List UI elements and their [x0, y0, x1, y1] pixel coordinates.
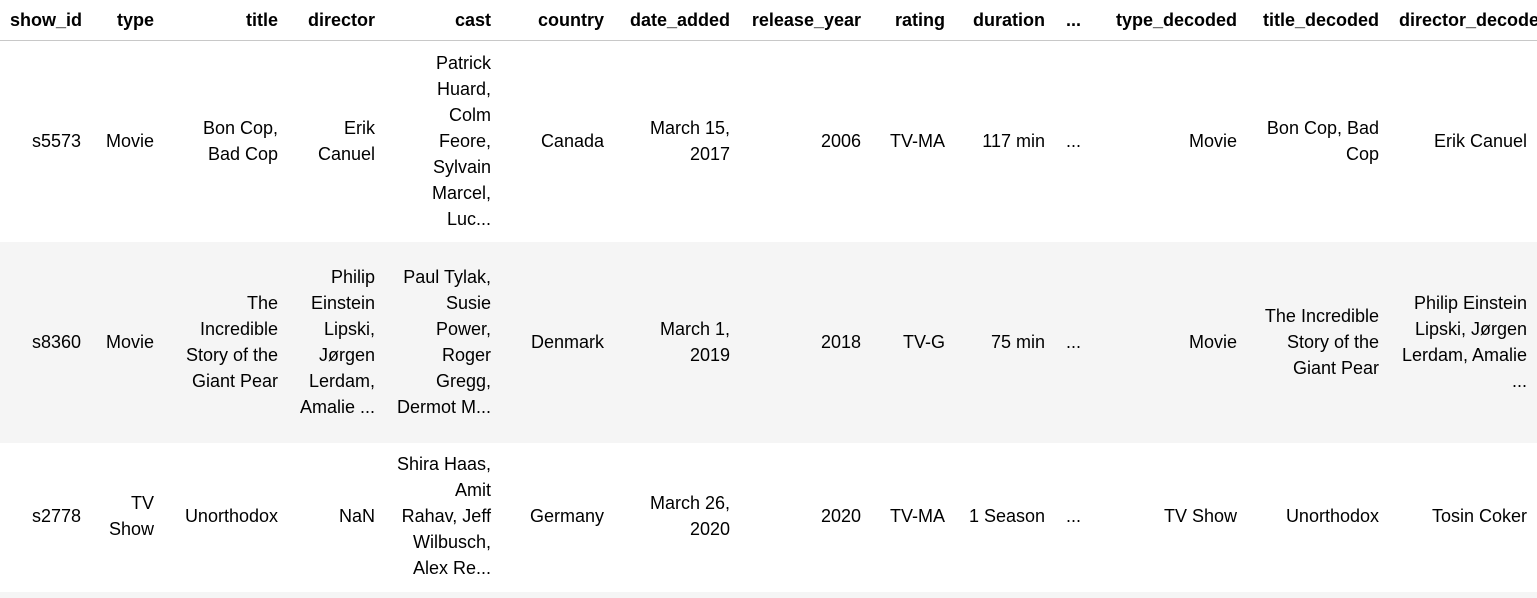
- cell-director: Philip Einstein Lipski, Jørgen Lerdam, A…: [299, 267, 375, 417]
- cell-ellipsis: ...: [1065, 505, 1081, 526]
- column-header-type-decoded: type_decoded: [1091, 0, 1247, 41]
- column-header-release-year: release_year: [740, 0, 871, 41]
- cell-type-decoded: Movie: [1188, 131, 1237, 152]
- column-header-ellipsis: ...: [1055, 0, 1091, 41]
- cell-type: TV Show: [108, 492, 154, 539]
- cell-date-added: March 1, 2019: [659, 319, 730, 365]
- cell-rating: TV-MA: [889, 505, 945, 526]
- column-header-date-added: date_added: [614, 0, 740, 41]
- cell-title: Bon Cop, Bad Cop: [202, 118, 278, 165]
- cell-cast: Patrick Huard, Colm Feore, Sylvain Marce…: [431, 53, 491, 230]
- table-row: s2778 TV Show Unorthodox NaN Shira Haas,…: [0, 443, 1537, 593]
- cell-director-decoded: Philip Einstein Lipski, Jørgen Lerdam, A…: [1401, 293, 1527, 391]
- column-header-country: country: [501, 0, 614, 41]
- cell-release-year: 2018: [820, 332, 861, 352]
- cell-ellipsis: ...: [1065, 332, 1081, 352]
- cell-show-id: s2778: [31, 505, 81, 526]
- cell-director: NaN: [338, 505, 375, 526]
- table-header: show_id type title director cast country…: [0, 0, 1537, 41]
- cell-release-year: 2006: [820, 131, 861, 152]
- column-header-title-decoded: title_decoded: [1247, 0, 1389, 41]
- table-row: s8360 Movie The Incredible Story of the …: [0, 241, 1537, 443]
- column-header-show-id: show_id: [0, 0, 91, 41]
- table-row: s5573 Movie Bon Cop, Bad Cop Erik Canuel…: [0, 41, 1537, 242]
- cell-date-added: March 26, 2020: [649, 492, 730, 539]
- cell-duration: 1 Season: [968, 505, 1045, 526]
- column-header-rating: rating: [871, 0, 955, 41]
- column-header-type: type: [91, 0, 164, 41]
- cell-rating: TV-MA: [889, 131, 945, 152]
- cell-country: Canada: [540, 131, 604, 152]
- cell-type: Movie: [105, 332, 154, 352]
- column-header-cast: cast: [385, 0, 501, 41]
- cell-director-decoded: Erik Canuel: [1433, 131, 1527, 152]
- cell-duration: 117 min: [982, 131, 1045, 152]
- cell-type: Movie: [105, 131, 154, 152]
- cell-title-decoded: Unorthodox: [1285, 505, 1379, 526]
- cell-director: Erik Canuel: [317, 118, 375, 165]
- column-header-duration: duration: [955, 0, 1055, 41]
- cell-country: Germany: [529, 505, 604, 526]
- cell-title: Unorthodox: [184, 505, 278, 526]
- cell-director-decoded: Tosin Coker: [1431, 505, 1527, 526]
- cell-cast: Shira Haas, Amit Rahav, Jeff Wilbusch, A…: [396, 453, 491, 578]
- cell-release-year: 2020: [820, 505, 861, 526]
- next-row-edge: [0, 592, 1537, 598]
- cell-type-decoded: Movie: [1188, 332, 1237, 352]
- cell-show-id: s5573: [31, 131, 81, 152]
- cell-cast: Paul Tylak, Susie Power, Roger Gregg, De…: [396, 267, 491, 417]
- cell-show-id: s8360: [31, 332, 81, 352]
- cell-duration: 75 min: [990, 332, 1045, 352]
- cell-date-added: March 15, 2017: [649, 118, 730, 165]
- cell-ellipsis: ...: [1065, 131, 1081, 152]
- cell-rating: TV-G: [902, 332, 945, 352]
- column-header-director: director: [288, 0, 385, 41]
- cell-type-decoded: TV Show: [1163, 505, 1237, 526]
- cell-country: Denmark: [530, 332, 604, 352]
- header-row: show_id type title director cast country…: [0, 0, 1537, 41]
- cell-title-decoded: Bon Cop, Bad Cop: [1266, 118, 1379, 165]
- cell-title: The Incredible Story of the Giant Pear: [185, 293, 278, 391]
- cell-title-decoded: The Incredible Story of the Giant Pear: [1264, 306, 1379, 378]
- column-header-title: title: [164, 0, 288, 41]
- table-body: s5573 Movie Bon Cop, Bad Cop Erik Canuel…: [0, 41, 1537, 593]
- column-header-director-decoded: director_decoded: [1389, 0, 1537, 41]
